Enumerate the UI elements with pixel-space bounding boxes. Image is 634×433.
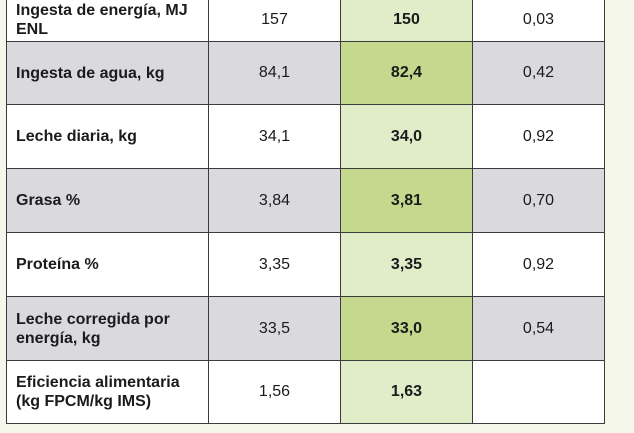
- row-label: Grasa %: [6, 168, 209, 233]
- row-label: Ingesta de energía, MJ ENL: [6, 0, 209, 42]
- p-value: 0,92: [472, 232, 605, 297]
- treatment-value: 82,4: [340, 41, 473, 105]
- p-value: [472, 360, 605, 424]
- treatment-value: 34,0: [340, 104, 473, 169]
- table-row: Ingesta de agua, kg 84,1 82,4 0,42: [6, 41, 605, 105]
- control-value: 3,84: [208, 168, 341, 233]
- row-label: Eficiencia alimentaria (kg FPCM/kg IMS): [6, 360, 209, 424]
- table-row: Leche corregida por energía, kg 33,5 33,…: [6, 296, 605, 361]
- table-row: Proteína % 3,35 3,35 0,92: [6, 232, 605, 297]
- treatment-value: 33,0: [340, 296, 473, 361]
- treatment-value: 150: [340, 0, 473, 42]
- p-value: 0,54: [472, 296, 605, 361]
- table-row: Eficiencia alimentaria (kg FPCM/kg IMS) …: [6, 360, 605, 424]
- p-value: 0,70: [472, 168, 605, 233]
- row-label: Proteína %: [6, 232, 209, 297]
- treatment-value: 3,81: [340, 168, 473, 233]
- control-value: 157: [208, 0, 341, 42]
- treatment-value: 1,63: [340, 360, 473, 424]
- row-label: Ingesta de agua, kg: [6, 41, 209, 105]
- treatment-value: 3,35: [340, 232, 473, 297]
- results-table: Ingesta de energía, MJ ENL 157 150 0,03 …: [6, 0, 605, 424]
- control-value: 33,5: [208, 296, 341, 361]
- control-value: 3,35: [208, 232, 341, 297]
- table-row: Leche diaria, kg 34,1 34,0 0,92: [6, 104, 605, 169]
- control-value: 84,1: [208, 41, 341, 105]
- p-value: 0,03: [472, 0, 605, 42]
- row-label: Leche diaria, kg: [6, 104, 209, 169]
- table-row: Grasa % 3,84 3,81 0,70: [6, 168, 605, 233]
- row-label: Leche corregida por energía, kg: [6, 296, 209, 361]
- table-row: Ingesta de energía, MJ ENL 157 150 0,03: [6, 0, 605, 42]
- control-value: 34,1: [208, 104, 341, 169]
- control-value: 1,56: [208, 360, 341, 424]
- p-value: 0,42: [472, 41, 605, 105]
- p-value: 0,92: [472, 104, 605, 169]
